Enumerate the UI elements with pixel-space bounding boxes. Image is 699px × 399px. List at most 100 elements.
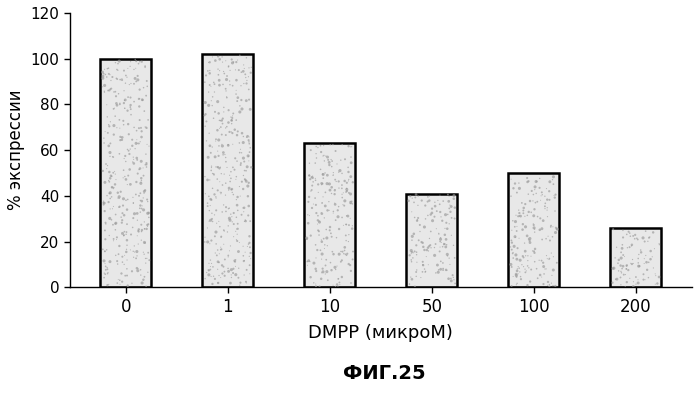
Point [106,85,117,92]
Point [122,196,134,203]
Point [214,77,225,83]
Point [134,87,145,93]
Point [548,174,559,180]
Point [434,192,445,198]
Point [140,124,152,131]
Point [136,203,147,209]
Point [542,233,554,239]
Point [319,271,331,277]
Point [212,280,224,286]
Point [405,251,417,257]
Point [210,57,221,64]
Point [101,247,113,253]
Point [204,142,215,149]
Point [140,187,151,194]
Point [336,170,347,177]
Point [216,117,227,124]
Point [108,184,120,191]
Point [318,152,329,158]
Point [231,196,242,203]
Point [125,231,136,238]
Point [523,236,534,242]
Point [310,283,322,290]
Point [127,280,138,286]
Point [239,218,250,225]
Point [319,242,331,248]
Point [131,58,142,64]
Point [628,233,639,239]
Point [338,202,350,209]
Point [138,190,150,196]
Point [122,172,134,179]
Point [654,274,665,280]
Point [108,89,120,95]
Point [129,249,140,255]
Point [445,203,456,210]
Point [621,262,633,269]
Point [215,124,226,130]
Point [143,249,154,256]
Point [220,132,231,138]
Point [118,167,129,174]
Point [528,192,539,198]
Point [245,69,257,76]
Point [552,260,563,266]
Point [230,176,241,182]
Point [132,170,143,177]
Point [122,206,133,213]
Point [308,201,319,207]
Point [345,262,356,269]
Point [200,111,211,117]
Point [206,216,217,222]
Point [208,79,219,85]
Point [206,163,217,169]
Point [645,256,656,263]
Point [132,73,143,79]
Point [108,236,120,242]
Point [519,240,530,246]
Point [449,204,461,211]
Point [240,177,251,183]
Point [120,72,131,79]
Point [524,265,535,271]
Point [104,259,115,265]
Point [302,258,313,265]
Point [633,255,644,262]
Point [419,202,431,209]
Point [224,129,235,135]
Point [440,244,452,250]
Point [445,202,456,208]
Point [140,283,152,290]
Point [211,252,222,259]
Bar [406,194,457,287]
Point [441,241,452,248]
Point [223,64,234,70]
Point [130,65,141,71]
Point [225,168,236,175]
Point [222,142,233,148]
Point [120,176,131,183]
Point [213,143,224,149]
Point [208,115,219,121]
Point [512,271,524,277]
Point [644,234,656,240]
Point [438,265,449,272]
Point [101,192,113,199]
Point [226,213,238,220]
Point [219,273,230,279]
Point [114,243,125,249]
Point [524,237,535,244]
Point [245,244,256,251]
Point [233,140,245,146]
Point [128,215,139,221]
Point [215,275,226,281]
Point [226,117,237,124]
Point [125,80,136,87]
Point [406,259,417,265]
Point [111,66,122,73]
Point [138,249,149,255]
Point [628,260,639,267]
Point [136,221,147,228]
Point [643,259,654,265]
Point [199,275,210,282]
